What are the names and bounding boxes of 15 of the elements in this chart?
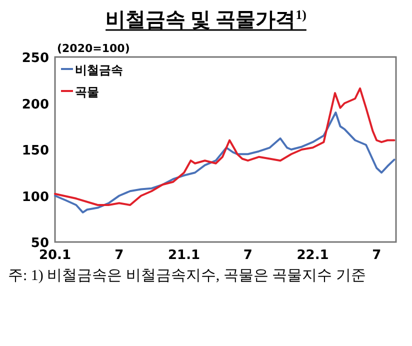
x-tick-label: 7 bbox=[243, 248, 252, 263]
y-tick-label: 250 bbox=[22, 51, 49, 66]
ylabel: (2020=100) bbox=[57, 42, 130, 55]
x-tick-label: 21.1 bbox=[168, 248, 200, 263]
legend: 곡물 bbox=[75, 85, 99, 99]
x-tick-label: 7 bbox=[114, 248, 124, 263]
y-tick-label: 200 bbox=[22, 97, 49, 112]
annotation: 주: 1) 비철금속은 비철금속지수, 곡물은 곡물지수 기준 bbox=[8, 268, 366, 284]
x-tick-label: 22.1 bbox=[296, 248, 329, 263]
legend: 비철금속 bbox=[75, 63, 123, 77]
y-tick-label: 150 bbox=[22, 144, 49, 158]
title: 비철금속 및 곡물가격$^{1)}$ bbox=[106, 6, 306, 31]
x-tick-label: 20.1 bbox=[38, 248, 72, 263]
x-tick-label: 7 bbox=[372, 248, 382, 263]
y-tick-label: 100 bbox=[22, 190, 49, 205]
